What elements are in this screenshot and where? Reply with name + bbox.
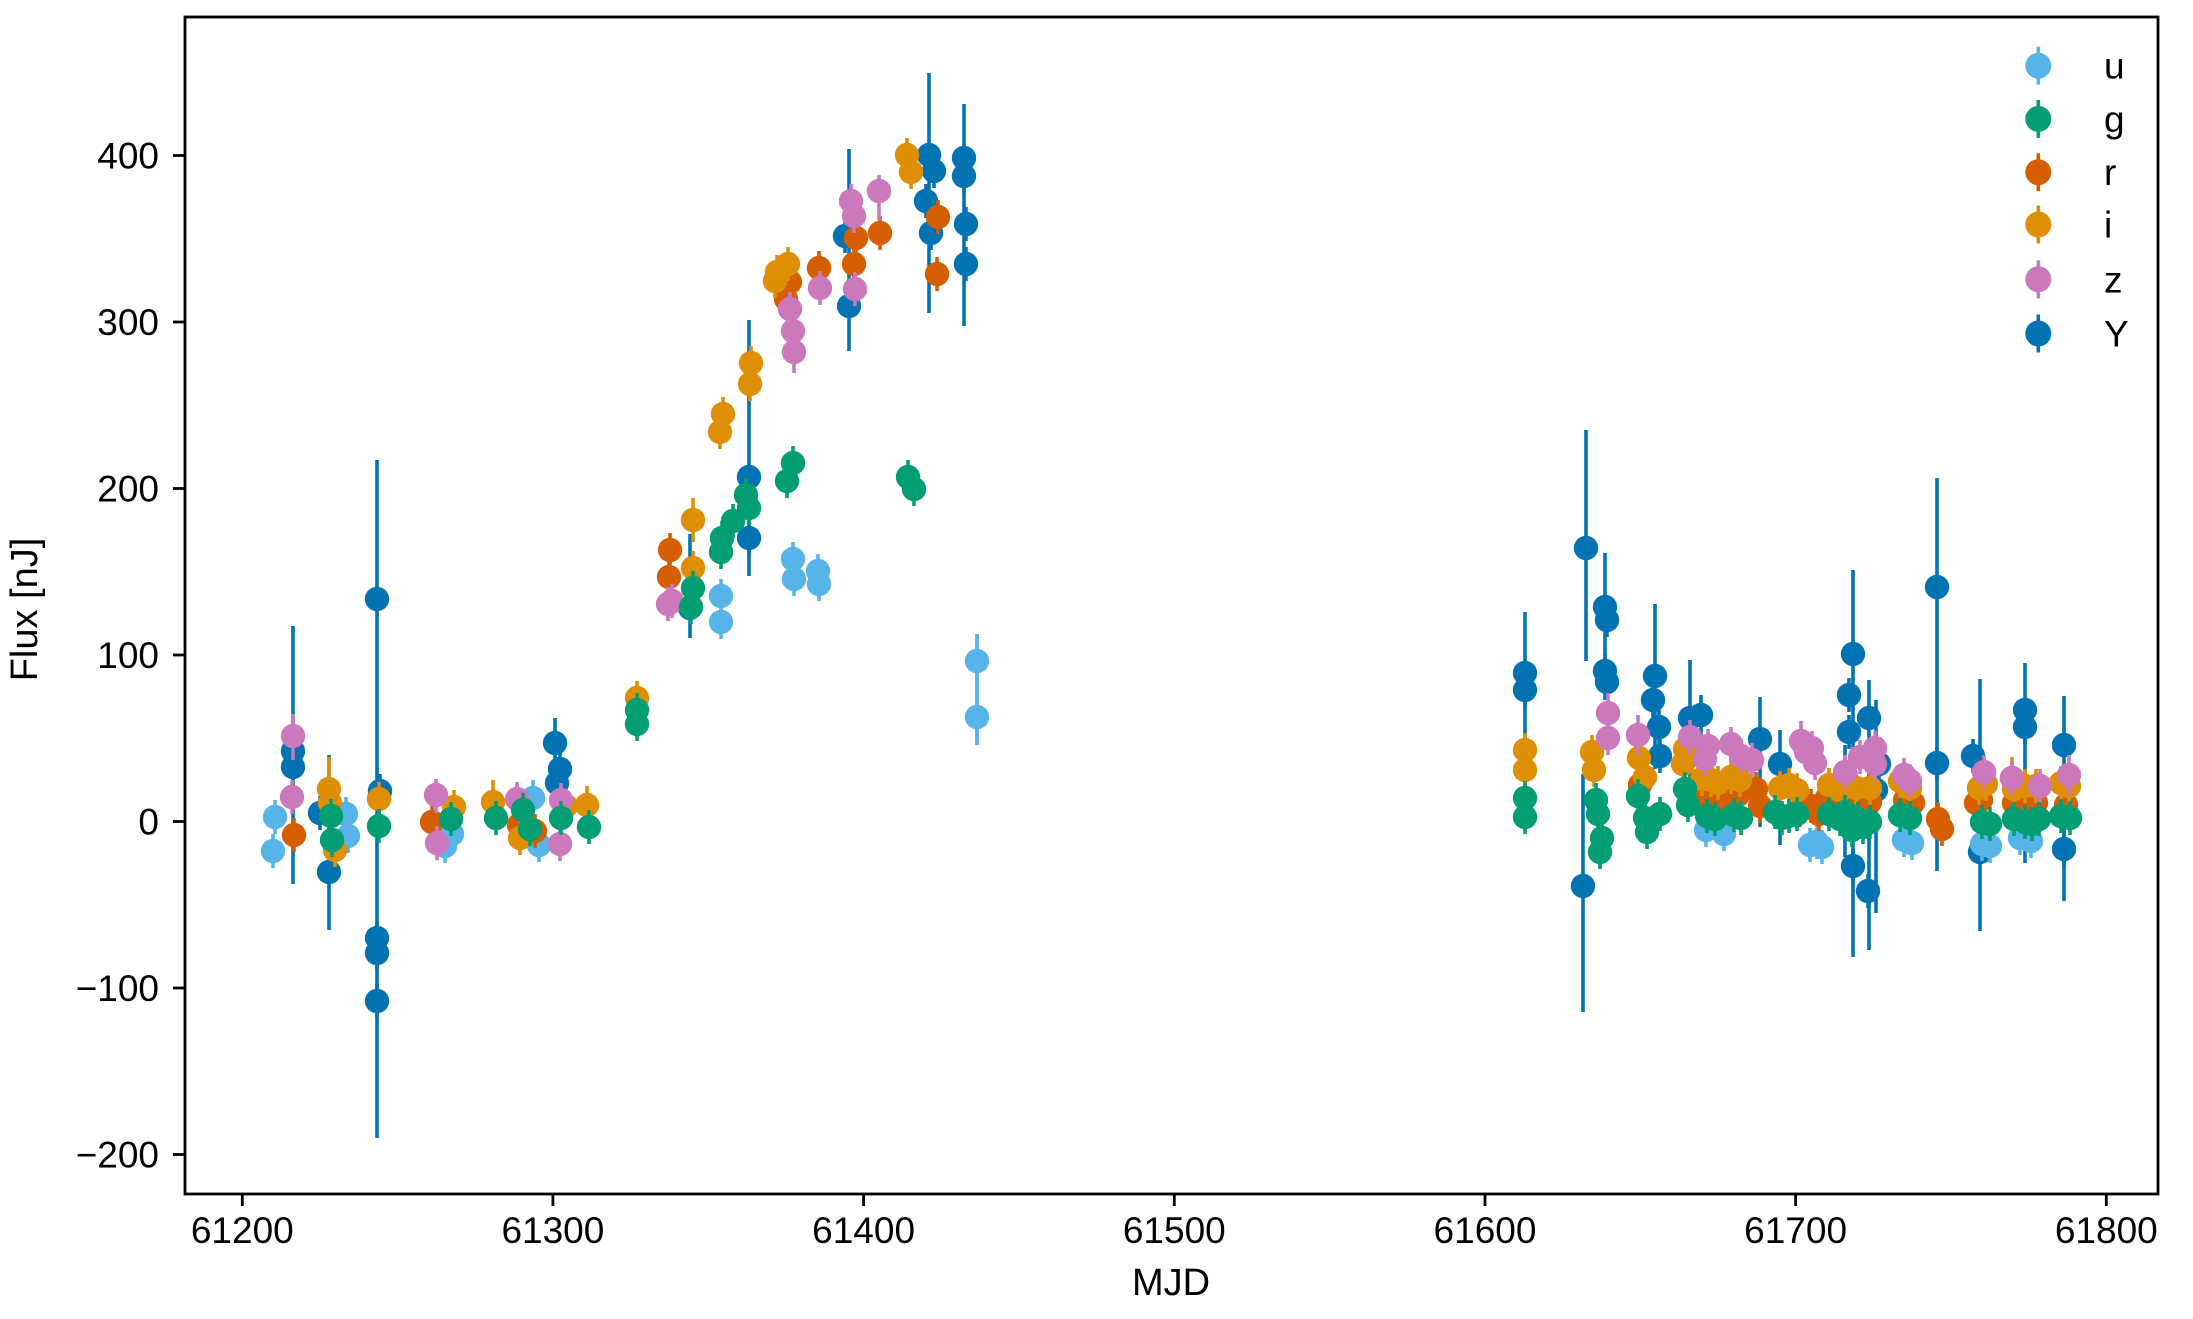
svg-text:100: 100 [97,635,159,676]
svg-text:61700: 61700 [1744,1210,1847,1251]
svg-text:61800: 61800 [2055,1210,2158,1251]
svg-text:Flux [nJ]: Flux [nJ] [4,538,46,682]
svg-text:0: 0 [138,802,159,843]
svg-text:Y: Y [2104,314,2129,355]
svg-text:61200: 61200 [191,1210,294,1251]
svg-text:−100: −100 [76,968,159,1009]
svg-text:400: 400 [97,136,159,177]
svg-text:61600: 61600 [1434,1210,1537,1251]
svg-text:g: g [2104,99,2125,140]
svg-text:61500: 61500 [1123,1210,1226,1251]
svg-text:z: z [2104,259,2123,300]
svg-text:61400: 61400 [812,1210,915,1251]
svg-text:r: r [2104,152,2116,193]
svg-text:300: 300 [97,302,159,343]
svg-text:MJD: MJD [1132,1262,1210,1304]
svg-text:i: i [2104,205,2112,246]
svg-text:u: u [2104,46,2125,87]
svg-text:200: 200 [97,469,159,510]
svg-text:61300: 61300 [501,1210,604,1251]
svg-text:−200: −200 [76,1135,159,1176]
